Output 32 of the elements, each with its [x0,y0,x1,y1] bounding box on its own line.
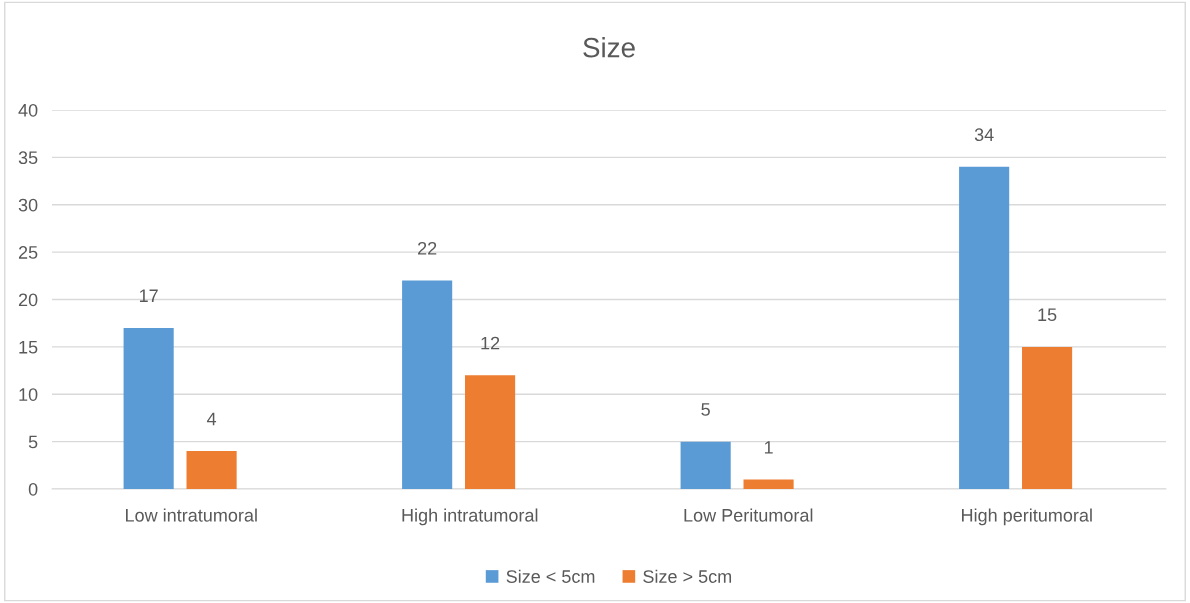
chart-title: Size [583,37,635,58]
y-tick-label: 20 [18,293,38,307]
y-tick-label: 5 [28,435,38,449]
y-tick-label: 0 [28,482,38,496]
y-tick-label: 25 [18,246,38,259]
bar [402,280,453,489]
bar [186,451,237,489]
data-label: 4 [206,412,217,426]
bar [465,375,516,489]
x-tick-label: Low Peritumoral [684,508,813,522]
bar [680,441,731,489]
x-tick-label: High intratumoral [402,508,538,526]
data-label: 15 [1038,308,1057,322]
data-label: 22 [418,241,437,255]
y-tick-label: 35 [18,151,38,165]
data-label: 5 [701,403,710,416]
data-label: 17 [139,289,158,302]
data-label: 34 [974,128,994,142]
bar [1022,346,1073,489]
legend-label: Size > 5cm [643,569,732,583]
y-tick-label: 15 [19,341,38,354]
data-label: 12 [481,336,500,350]
x-tick-label: High peritumoral [962,508,1092,526]
data-label: 1 [764,441,773,454]
y-tick-label: 30 [18,198,38,212]
y-tick-label: 40 [18,103,38,117]
legend-label: Size < 5cm [506,569,595,583]
bar [123,327,174,489]
bar [959,166,1010,489]
y-tick-label: 10 [19,388,38,401]
bar [743,479,794,489]
x-tick-label: Low intratumoral [126,508,257,522]
